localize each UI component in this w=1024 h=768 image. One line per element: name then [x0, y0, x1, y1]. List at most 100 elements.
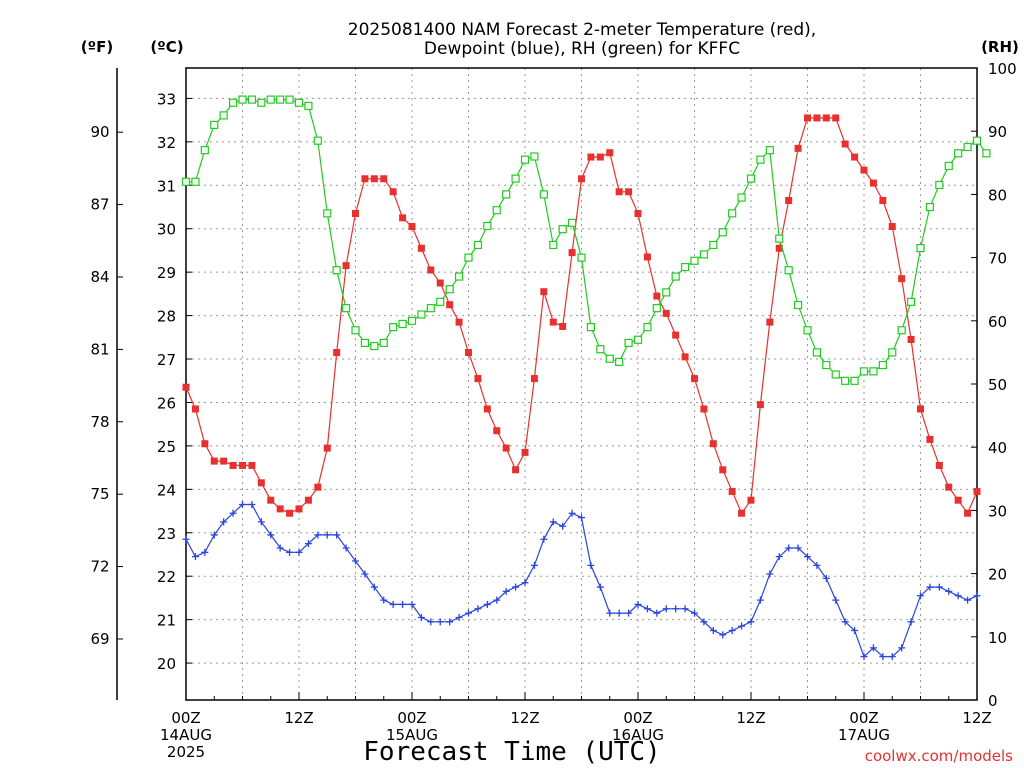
- rh-point: [878, 360, 887, 370]
- temperature-point: [521, 448, 529, 456]
- dewpoint-point: [625, 609, 633, 617]
- temperature-point: [898, 275, 906, 283]
- fahrenheit-tick-label: 81: [90, 340, 109, 358]
- temperature-point: [681, 353, 689, 361]
- rh-point: [294, 98, 304, 107]
- x-tick-label: 17AUG: [838, 726, 890, 744]
- x-tick-label: 00Z: [623, 709, 652, 727]
- temperature-point: [832, 114, 840, 122]
- rh-point: [323, 209, 332, 218]
- temperature-point: [352, 210, 359, 218]
- celsius-tick-label: 33: [157, 90, 176, 108]
- temperature-point: [926, 435, 934, 443]
- rh-point: [841, 376, 850, 385]
- dewpoint-point: [907, 618, 915, 626]
- dewpoint-point: [446, 618, 454, 626]
- x-tick-label: 15AUG: [386, 726, 438, 744]
- rh-point: [558, 225, 567, 234]
- rh-point: [680, 262, 690, 272]
- celsius-tick-label: 28: [157, 308, 176, 326]
- temperature-point: [625, 188, 633, 196]
- rh-tick-label: 60: [988, 313, 1007, 331]
- temperature-point: [596, 153, 604, 161]
- temperature-point: [935, 461, 943, 469]
- x-tick-label: 16AUG: [612, 726, 664, 744]
- temperature-point: [408, 223, 416, 231]
- rh-point: [266, 95, 275, 104]
- temperature-point: [417, 244, 425, 252]
- rh-point: [925, 202, 935, 212]
- temperature-point: [653, 292, 661, 300]
- dewpoint-point: [389, 600, 397, 608]
- x-tick-label: 00Z: [397, 709, 426, 727]
- dewpoint-point: [512, 583, 520, 591]
- dewpoint-point: [578, 514, 585, 522]
- dewpoint-point: [662, 605, 670, 613]
- dewpoint-point: [559, 522, 567, 530]
- dewpoint-point: [333, 531, 341, 539]
- rh-point: [549, 240, 558, 250]
- dewpoint-point: [474, 605, 482, 613]
- temperature-point: [323, 444, 331, 452]
- temperature-point: [728, 488, 736, 496]
- rh-point: [351, 326, 360, 335]
- fahrenheit-tick-label: 90: [90, 123, 109, 141]
- dewpoint-point: [964, 596, 972, 604]
- temperature-point: [314, 483, 322, 491]
- rh-point: [247, 95, 257, 104]
- rh-point: [831, 370, 840, 379]
- rh-tick-label: 90: [988, 123, 1007, 141]
- rh-point: [191, 177, 200, 186]
- temperature-point: [587, 153, 595, 161]
- dewpoint-point: [436, 618, 444, 626]
- temperature-point: [549, 318, 557, 326]
- rh-tick-label: 100: [988, 60, 1017, 78]
- dewpoint-point: [851, 627, 859, 635]
- rh-point: [210, 120, 219, 129]
- dewpoint-point: [521, 579, 529, 587]
- temperature-point: [804, 114, 811, 122]
- temperature-point: [719, 466, 727, 474]
- dewpoint-point: [276, 544, 284, 552]
- temperature-point: [973, 488, 981, 496]
- dewpoint-point: [399, 600, 407, 608]
- rh-unit-label: (RH): [981, 38, 1019, 56]
- temperature-point: [945, 483, 953, 491]
- dewpoint-point: [568, 509, 576, 517]
- dewpoint-point: [248, 501, 256, 509]
- dewpoint-point: [766, 570, 774, 578]
- temperature-point: [747, 496, 755, 504]
- dewpoint-point: [785, 544, 793, 552]
- rh-point: [963, 142, 972, 152]
- rh-tick-label: 70: [988, 250, 1007, 268]
- rh-point: [417, 310, 426, 319]
- rh-point: [897, 326, 906, 335]
- x-tick-label: 00Z: [171, 709, 200, 727]
- celsius-tick-label: 20: [157, 655, 176, 673]
- dewpoint-point: [606, 609, 614, 617]
- temperature-point: [540, 288, 548, 296]
- temperature-point: [399, 214, 407, 222]
- temperature-point: [389, 188, 397, 196]
- rh-point: [464, 253, 473, 262]
- dewpoint-point: [973, 592, 981, 600]
- dewpoint-point: [738, 622, 746, 630]
- temperature-point: [954, 496, 962, 504]
- temperature-point: [643, 253, 651, 261]
- data-series: [181, 95, 991, 661]
- x-tick-label: 12Z: [510, 709, 539, 727]
- rh-tick-label: 10: [988, 629, 1007, 647]
- fahrenheit-unit-label: (ºF): [81, 38, 113, 56]
- rh-point: [728, 209, 737, 218]
- rh-point: [285, 95, 294, 104]
- dewpoint-point: [286, 548, 294, 556]
- temperature-point: [182, 383, 190, 391]
- celsius-tick-label: 29: [157, 264, 176, 282]
- rh-point: [944, 161, 953, 171]
- fahrenheit-tick-label: 69: [90, 630, 109, 648]
- x-tick-label: 12Z: [284, 709, 313, 727]
- dewpoint-point: [295, 548, 303, 556]
- dewpoint-point: [370, 583, 378, 591]
- dewpoint-point: [681, 605, 689, 613]
- fahrenheit-tick-label: 84: [90, 268, 109, 286]
